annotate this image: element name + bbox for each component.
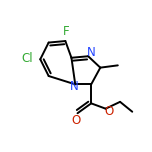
Text: Cl: Cl xyxy=(22,52,33,65)
Text: O: O xyxy=(104,105,113,118)
Text: O: O xyxy=(71,114,81,127)
Text: N: N xyxy=(70,80,79,93)
Text: F: F xyxy=(63,25,69,38)
Text: N: N xyxy=(87,46,96,59)
